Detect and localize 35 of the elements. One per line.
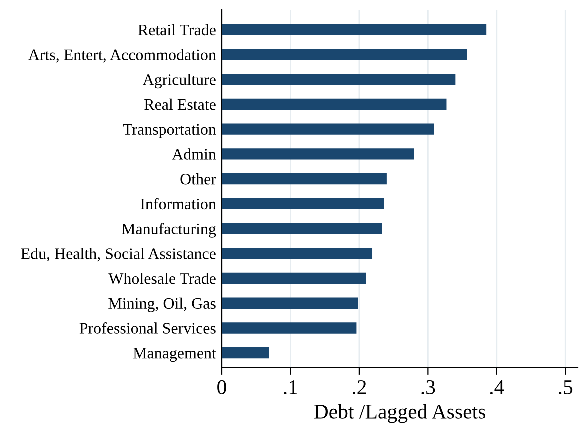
bar <box>222 347 270 359</box>
x-tick-label: .2 <box>353 380 366 395</box>
x-tick-label: 0 <box>218 380 226 394</box>
y-tick-label: Professional Services <box>80 322 216 334</box>
x-tick-label: .1 <box>284 380 298 395</box>
y-tick-label: Manufacturing <box>122 223 216 238</box>
bar <box>222 74 456 86</box>
y-tick-label: Real Estate <box>144 98 216 110</box>
bar <box>222 98 447 110</box>
y-tick-label: Arts, Entert, Accommodation <box>28 49 216 63</box>
x-axis-title: Debt /Lagged Assets <box>314 404 486 424</box>
x-tick-label: .4 <box>490 380 504 395</box>
y-tick-label: Agriculture <box>142 74 216 89</box>
bar <box>222 322 357 334</box>
y-tick-label: Admin <box>172 148 216 160</box>
y-tick-label: Wholesale Trade <box>108 272 216 284</box>
y-tick-label: Retail Trade <box>138 24 216 36</box>
y-tick-label: Transportation <box>123 124 216 138</box>
y-tick-label: Information <box>140 198 216 210</box>
bar <box>222 298 358 309</box>
y-tick-label: Mining, Oil, Gas <box>108 298 216 312</box>
bar <box>222 148 414 160</box>
y-tick-label: Management <box>134 348 216 362</box>
bar <box>222 24 487 36</box>
bar <box>222 124 434 135</box>
bar <box>222 223 382 234</box>
x-tick-label: .3 <box>422 380 436 395</box>
bar <box>222 198 384 210</box>
x-tick-label: .5 <box>559 380 573 395</box>
y-tick-label: Other <box>180 174 216 185</box>
bar <box>222 49 468 60</box>
y-tick-label: Edu, Health, Social Assistance <box>21 248 216 262</box>
bar <box>222 248 373 260</box>
bar <box>222 272 366 284</box>
bar <box>222 173 387 185</box>
